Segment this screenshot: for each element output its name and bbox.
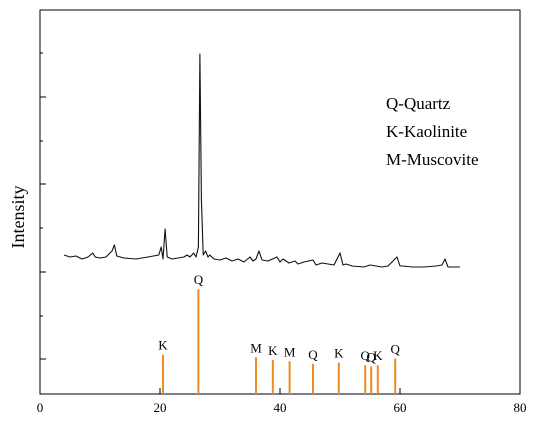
reference-peak-label: M	[250, 340, 262, 355]
reference-peak-label: K	[268, 343, 278, 358]
x-tick-label: 20	[154, 400, 167, 415]
reference-peak-label: K	[334, 346, 344, 361]
y-axis-ticks	[40, 52, 46, 360]
reference-peak-label: Q	[308, 347, 318, 362]
reference-peak-label: K	[158, 338, 168, 353]
x-tick-label: 60	[394, 400, 407, 415]
reference-peak-label: Q	[194, 272, 204, 287]
reference-peak-label: K	[373, 348, 383, 363]
reference-peak-label: M	[284, 344, 296, 359]
reference-peak-label: Q	[391, 342, 401, 357]
legend-entry-quartz: Q-Quartz	[386, 94, 451, 113]
x-tick-label: 0	[37, 400, 44, 415]
legend-entry-muscovite: M-Muscovite	[386, 150, 479, 169]
reference-peak-label: Q	[367, 349, 377, 364]
xrd-pattern-line	[63, 53, 460, 268]
plot-frame	[39, 9, 521, 395]
x-axis-ticks: 0 20 40 60 80	[37, 388, 527, 415]
y-axis-title: Intensity	[8, 186, 28, 249]
legend-entry-kaolinite: K-Kaolinite	[386, 122, 467, 141]
reference-peak-label: Q	[361, 348, 371, 363]
reference-lines: KQM K M Q K QQK Q	[158, 272, 401, 394]
x-tick-label: 80	[514, 400, 527, 415]
phase-legend: Q-Quartz K-Kaolinite M-Muscovite	[386, 94, 479, 169]
x-tick-label: 40	[274, 400, 287, 415]
